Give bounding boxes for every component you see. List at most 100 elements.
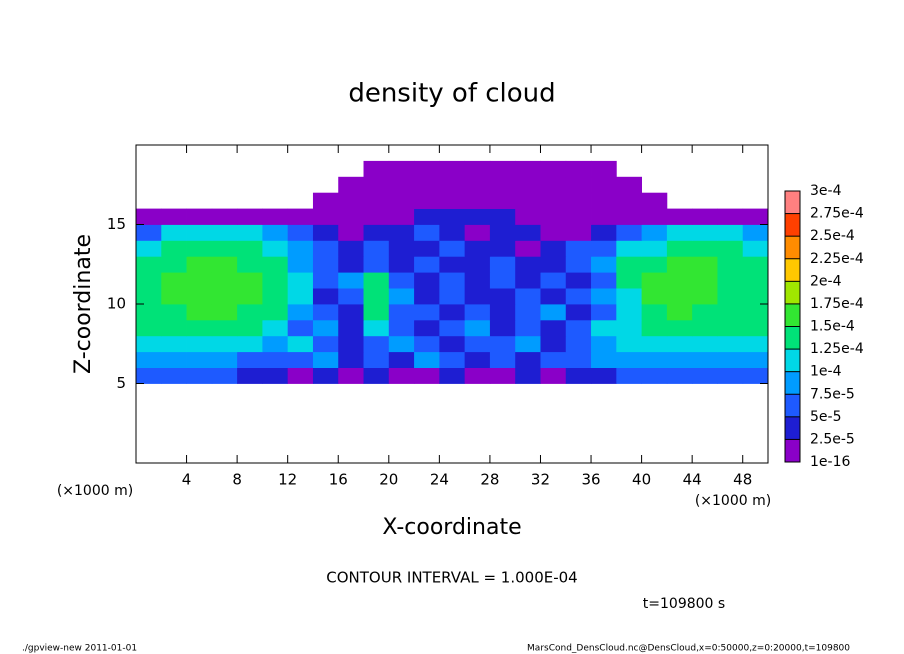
field-cell <box>540 224 567 241</box>
field-cell <box>262 256 289 273</box>
field-cell <box>489 192 516 209</box>
field-cell <box>161 240 187 257</box>
field-cell <box>414 176 440 194</box>
colorbar-label: 2e-4 <box>810 273 842 289</box>
colorbar-label: 1.5e-4 <box>810 319 855 335</box>
field-cell <box>565 335 592 353</box>
field-cell <box>666 351 693 368</box>
field-cell <box>641 208 668 225</box>
field-cell <box>717 272 744 289</box>
field-cell <box>262 272 289 289</box>
field-cell <box>186 319 213 337</box>
field-cell <box>742 256 769 273</box>
field-cell <box>211 272 238 289</box>
field-cell <box>388 367 415 384</box>
field-cell <box>161 288 187 305</box>
field-cell <box>464 240 491 257</box>
field-cell <box>540 304 567 321</box>
field-cell <box>591 367 617 384</box>
field-cell <box>262 335 289 353</box>
field-cell <box>338 176 364 194</box>
field-cell <box>464 208 491 225</box>
x-tick-label: 44 <box>683 471 702 489</box>
field-cell <box>641 240 668 257</box>
field-cell <box>742 304 769 321</box>
field-cell <box>641 304 668 321</box>
field-cell <box>338 256 364 273</box>
field-cell <box>515 160 541 178</box>
x-tick-label: 36 <box>581 471 600 489</box>
field-cell <box>717 288 744 305</box>
field-cell <box>338 335 364 353</box>
field-cell <box>742 288 769 305</box>
field-cell <box>515 224 541 241</box>
field-cell <box>540 288 567 305</box>
field-cell <box>666 288 693 305</box>
field-cell <box>363 272 390 289</box>
field-cell <box>692 256 718 273</box>
field-cell <box>312 304 339 321</box>
field-cell <box>287 335 314 353</box>
field-cell <box>666 256 693 273</box>
field-cell <box>464 224 491 241</box>
field-cell <box>136 319 162 337</box>
field-cell <box>363 335 390 353</box>
y-axis-label: Z-coordinate <box>71 234 96 374</box>
field-cell <box>262 240 289 257</box>
field-cell <box>489 160 516 178</box>
field-cell <box>641 319 668 337</box>
colorbar-label: 2.5e-5 <box>810 431 855 447</box>
field-cell <box>237 367 263 384</box>
field-cell <box>414 240 440 257</box>
field-cell <box>666 240 693 257</box>
field-cell <box>515 192 541 209</box>
field-cell <box>515 272 541 289</box>
colorbar-label: 1.25e-4 <box>810 341 864 357</box>
field-cell <box>136 304 162 321</box>
field-cell <box>591 192 617 209</box>
field-cell <box>616 224 642 241</box>
field-cell <box>211 224 238 241</box>
field-cell <box>464 351 491 368</box>
field-cell <box>717 208 744 225</box>
field-cell <box>136 224 162 241</box>
field-cell <box>312 256 339 273</box>
x-tick-label: 4 <box>182 471 192 489</box>
field-cell <box>439 256 466 273</box>
field-cell <box>489 304 516 321</box>
field-cell <box>136 367 162 384</box>
x-tick-label: 16 <box>329 471 348 489</box>
field-cell <box>742 272 769 289</box>
field-cell <box>489 176 516 194</box>
field-cell <box>666 208 693 225</box>
field-cell <box>591 304 617 321</box>
x-tick-label: 12 <box>278 471 297 489</box>
colorbar-label: 1e-4 <box>810 364 842 380</box>
field-cell <box>287 208 314 225</box>
field-cell <box>161 256 187 273</box>
field-cell <box>237 256 263 273</box>
field-cell <box>414 319 440 337</box>
field-cell <box>717 304 744 321</box>
field-cell <box>515 367 541 384</box>
field-cell <box>439 367 466 384</box>
field-cell <box>312 224 339 241</box>
chart-title: density of cloud <box>348 79 555 109</box>
field-cell <box>565 367 592 384</box>
field-cell <box>616 256 642 273</box>
field-cell <box>464 304 491 321</box>
field-cell <box>287 272 314 289</box>
x-tick-label: 48 <box>733 471 752 489</box>
field-cell <box>312 367 339 384</box>
field-cell <box>717 335 744 353</box>
field-cell <box>363 208 390 225</box>
colorbar-label: 2.5e-4 <box>810 228 855 244</box>
field-cell <box>540 176 567 194</box>
field-cell <box>363 367 390 384</box>
field-cell <box>616 335 642 353</box>
field-cell <box>540 272 567 289</box>
field-cell <box>439 192 466 209</box>
field-cell <box>186 240 213 257</box>
field-cell <box>338 192 364 209</box>
